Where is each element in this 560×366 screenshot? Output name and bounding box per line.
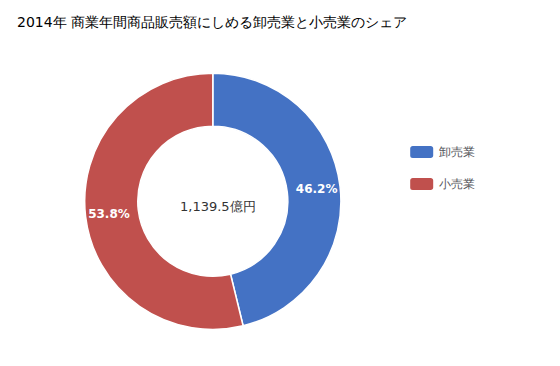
svg-text:46.2%: 46.2% xyxy=(296,182,338,196)
svg-text:2014年 商業年間商品販売額にしめる卸売業と小売業のシェア: 2014年 商業年間商品販売額にしめる卸売業と小売業のシェア xyxy=(17,14,407,30)
svg-text:1,139.5億円: 1,139.5億円 xyxy=(180,199,256,214)
svg-text:卸売業: 卸売業 xyxy=(439,145,475,159)
svg-text:53.8%: 53.8% xyxy=(88,207,130,221)
svg-text:小売業: 小売業 xyxy=(439,177,475,191)
